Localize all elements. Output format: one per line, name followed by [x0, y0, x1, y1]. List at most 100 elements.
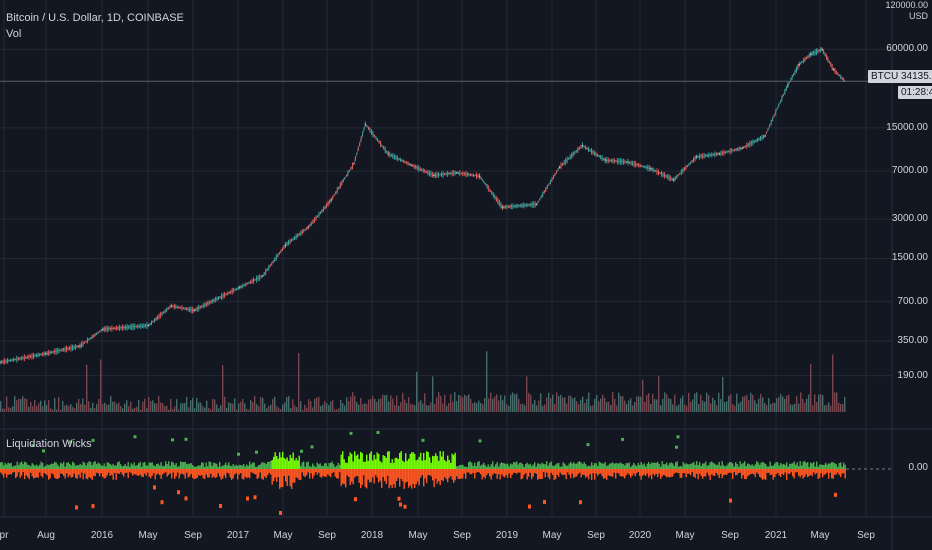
wick-up-bar — [703, 463, 705, 469]
wick-down-bar — [412, 469, 414, 484]
wick-down-bar — [666, 469, 668, 478]
wick-up-bar — [435, 453, 437, 469]
volume-bar — [588, 392, 590, 412]
wick-down-bar — [381, 469, 383, 489]
wick-down-bar — [592, 469, 594, 474]
wick-down-bar — [250, 469, 252, 473]
wick-down-bar — [235, 469, 237, 474]
wick-down-bar — [733, 469, 735, 473]
wick-down-bar — [73, 469, 75, 474]
wick-down-bar — [600, 469, 602, 474]
wick-up-bar — [586, 466, 588, 469]
indicator-zero-tick: 0.00 — [908, 462, 928, 473]
volume-bar — [786, 395, 788, 412]
wick-down-bar — [615, 469, 617, 479]
wick-up-bar — [183, 462, 185, 469]
wick-up-bar — [123, 465, 125, 469]
wick-up-bar — [211, 465, 213, 469]
wick-down-bar — [171, 469, 173, 479]
wick-down-bar — [480, 469, 482, 475]
wick-up-bar — [445, 461, 447, 469]
wick-down-bar — [255, 469, 257, 475]
volume-bar — [832, 354, 834, 412]
price-data-point — [627, 161, 629, 163]
volume-bar — [652, 393, 654, 412]
volume-bar — [644, 401, 646, 412]
wick-down-bar — [493, 469, 495, 474]
wick-up-bar — [609, 463, 611, 469]
wick-up-bar — [261, 462, 263, 469]
volume-bar — [570, 395, 572, 412]
price-data-point — [284, 244, 287, 246]
wick-down-bar — [109, 469, 111, 477]
volume-bar — [728, 395, 730, 412]
volume-bar — [614, 398, 616, 412]
wick-down-bar — [360, 469, 362, 489]
wick-down-bar — [486, 469, 488, 476]
wick-down-bar — [475, 469, 477, 473]
wick-up-bar — [657, 461, 659, 469]
volume-bar — [500, 394, 502, 412]
wick-up-bar — [697, 464, 699, 469]
volume-bar — [208, 407, 210, 412]
volume-bar — [466, 395, 468, 412]
wick-up-bar — [390, 462, 392, 469]
price-tick-label: 350.00 — [897, 334, 928, 346]
wick-up-bar — [342, 451, 344, 469]
wick-down-bar — [565, 469, 567, 480]
wick-up-bar — [502, 463, 504, 469]
wick-up-bar — [382, 455, 384, 469]
wick-up-bar — [687, 464, 689, 469]
wick-down-bar — [72, 469, 74, 478]
volume-bar — [192, 397, 194, 412]
wick-down-bar — [714, 469, 716, 476]
volume-bar — [404, 399, 406, 412]
wick-up-bar — [282, 451, 284, 469]
volume-bar — [152, 400, 154, 412]
volume-bar — [626, 404, 628, 412]
volume-bar — [320, 406, 322, 412]
wick-up-bar — [513, 461, 515, 469]
wick-down-bar — [222, 469, 224, 479]
wick-up-bar — [316, 462, 318, 469]
volume-bar — [826, 404, 828, 412]
volume-bar — [146, 408, 148, 412]
wick-down-bar — [738, 469, 740, 473]
wick-up-bar — [429, 457, 431, 469]
volume-bar — [374, 398, 376, 412]
wick-up-bar — [130, 463, 132, 469]
wick-up-bar — [588, 465, 590, 469]
wick-up-bar — [354, 451, 356, 469]
wick-down-bar — [583, 469, 585, 476]
wick-up-bar — [759, 464, 761, 469]
volume-bar — [682, 395, 684, 412]
wick-down-bar — [789, 469, 791, 474]
date-tick-label: Sep — [184, 530, 202, 541]
wick-down-bar — [256, 469, 258, 479]
wick-down-bar — [792, 469, 794, 477]
volume-bar — [610, 405, 612, 412]
wick-up-bar — [766, 466, 768, 469]
wick-down-bar — [313, 469, 315, 476]
volume-bar — [412, 404, 414, 412]
wick-down-bar — [765, 469, 767, 480]
volume-bar — [510, 394, 512, 412]
volume-bar — [308, 399, 310, 412]
wick-down-outlier — [528, 504, 531, 509]
wick-up-bar — [424, 460, 426, 469]
wick-down-bar — [670, 469, 672, 477]
wick-up-bar — [781, 464, 783, 469]
wick-up-bar — [561, 466, 563, 469]
date-tick-label: May — [542, 530, 562, 541]
volume-bar — [78, 398, 80, 412]
wick-down-bar — [520, 469, 522, 480]
wick-down-bar — [202, 469, 204, 479]
volume-bar — [366, 403, 368, 412]
wick-down-bar — [630, 469, 632, 478]
wick-up-bar — [492, 461, 494, 469]
wick-up-bar — [291, 458, 293, 469]
wick-up-bar — [567, 465, 569, 469]
wick-up-bar — [756, 461, 758, 469]
